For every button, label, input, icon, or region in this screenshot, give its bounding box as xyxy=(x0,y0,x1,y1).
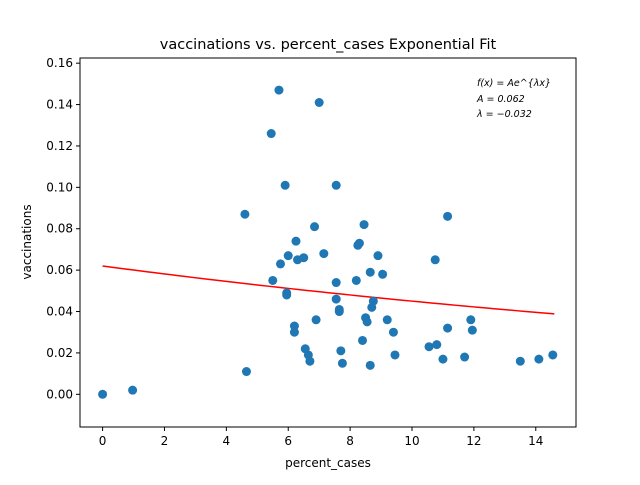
scatter-point xyxy=(351,275,361,285)
scatter-point xyxy=(365,360,375,370)
scatter-point xyxy=(310,222,320,232)
scatter-point xyxy=(331,294,341,304)
scatter-point xyxy=(534,354,544,364)
x-tick-label: 10 xyxy=(404,434,419,448)
scatter-point xyxy=(515,356,525,366)
scatter-point xyxy=(282,290,292,300)
scatter-point xyxy=(337,358,347,368)
y-axis-ticks: 0.00 0.02 0.04 0.06 0.08 0.10 0.12 0.14 0.16 xyxy=(46,56,80,401)
y-tick-label: 0.16 xyxy=(46,56,73,70)
x-tick-label: 14 xyxy=(528,434,543,448)
x-tick-label: 12 xyxy=(466,434,481,448)
x-tick-label: 4 xyxy=(223,434,231,448)
y-tick-label: 0.08 xyxy=(46,222,73,236)
scatter-point xyxy=(438,354,448,364)
y-tick-label: 0.10 xyxy=(46,180,73,194)
scatter-point xyxy=(365,267,375,277)
scatter-point xyxy=(432,340,442,350)
axes-frame xyxy=(79,57,577,428)
scatter-point xyxy=(331,180,341,190)
scatter-point xyxy=(443,323,453,333)
scatter-point xyxy=(240,209,250,219)
y-tick-label: 0.04 xyxy=(46,305,73,319)
plot-area xyxy=(79,57,577,428)
scatter-point xyxy=(241,367,251,377)
x-axis-label: percent_cases xyxy=(285,456,371,470)
y-tick-label: 0.12 xyxy=(46,139,73,153)
scatter-point xyxy=(299,253,309,263)
scatter-point xyxy=(460,352,470,362)
scatter-point xyxy=(268,275,278,285)
scatter-point xyxy=(334,307,344,317)
scatter-point xyxy=(336,346,346,356)
fit-line xyxy=(102,265,555,315)
scatter-point xyxy=(276,259,285,269)
y-axis-label: vaccinations xyxy=(20,204,34,279)
x-tick-label: 2 xyxy=(161,434,169,448)
scatter-point xyxy=(98,389,108,399)
fit-layer xyxy=(102,265,555,315)
scatter-point xyxy=(390,350,400,360)
scatter-point xyxy=(314,98,324,107)
scatter-point xyxy=(289,321,299,331)
scatter-point xyxy=(289,327,299,337)
x-tick-label: 0 xyxy=(99,434,107,448)
scatter-points xyxy=(98,85,558,399)
scatter-point xyxy=(430,255,440,265)
scatter-point xyxy=(388,327,398,337)
chart-title: vaccinations vs. percent_cases Exponenti… xyxy=(160,37,497,53)
fit-parameter-lambda: λ = −0.032 xyxy=(476,109,532,120)
scatter-point xyxy=(305,356,315,366)
y-tick-label: 0.06 xyxy=(46,263,73,277)
scatter-point xyxy=(467,325,477,335)
fit-formula: f(x) = Ae^{λx} xyxy=(477,78,551,89)
scatter-point xyxy=(466,315,476,325)
scatter-point xyxy=(283,251,293,261)
scatter-point xyxy=(373,251,383,261)
scatter-point xyxy=(280,180,290,190)
scatter-point xyxy=(274,85,284,95)
scatter-point xyxy=(128,385,138,395)
x-axis-ticks: 0 2 4 6 8 10 12 14 xyxy=(99,427,543,448)
scatter-point xyxy=(368,296,378,306)
scatter-point xyxy=(358,335,367,345)
scatter-point xyxy=(354,238,364,248)
scatter-point xyxy=(331,278,341,288)
scatter-point xyxy=(443,211,453,221)
scatter-point xyxy=(266,129,276,139)
y-tick-label: 0.00 xyxy=(46,387,73,401)
fit-parameter-a: A = 0.062 xyxy=(476,94,525,105)
x-tick-label: 6 xyxy=(284,434,292,448)
y-tick-label: 0.02 xyxy=(46,346,73,360)
scatter-point xyxy=(362,317,372,327)
fit-annotation: f(x) = Ae^{λx} A = 0.062 λ = −0.032 xyxy=(476,78,551,120)
scatter-point xyxy=(424,342,434,352)
y-tick-label: 0.14 xyxy=(46,98,73,112)
scatter-point xyxy=(548,350,558,360)
scatter-point xyxy=(378,269,388,279)
scatter-point xyxy=(319,249,329,259)
scatter-point xyxy=(382,315,392,325)
scatter-point xyxy=(291,236,301,246)
x-tick-label: 8 xyxy=(346,434,354,448)
scatter-point xyxy=(359,220,369,230)
scatter-point xyxy=(311,315,321,325)
